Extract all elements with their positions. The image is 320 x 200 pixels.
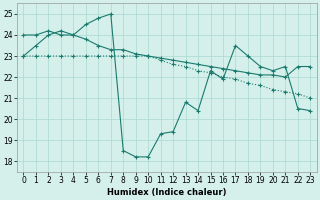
X-axis label: Humidex (Indice chaleur): Humidex (Indice chaleur) bbox=[107, 188, 227, 197]
